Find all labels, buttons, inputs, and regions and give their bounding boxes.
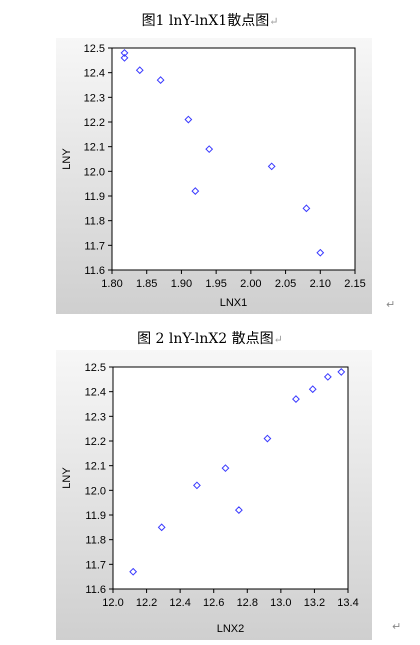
y-tick-label: 12.5 [84, 43, 105, 55]
plot-area [111, 47, 356, 271]
y-tick-label: 11.6 [84, 265, 105, 277]
x-tick-label: 2.00 [240, 278, 261, 290]
chart-1: 1.80 1.85 1.90 1.95 2.00 2.05 2.10 2.15 11.6 11.7… [56, 38, 372, 314]
x-tick-label: 2.10 [310, 278, 331, 290]
data-point [184, 115, 193, 124]
y-tick-label: 12.4 [84, 68, 105, 80]
x-axis-label: LNX2 [217, 623, 245, 635]
chart-1-panel: 1.80 1.85 1.90 1.95 2.00 2.05 2.10 2.15 11.6 11.7… [56, 38, 372, 314]
x-tick-label: 12.8 [237, 597, 258, 609]
x-tick-label: 12.6 [203, 597, 224, 609]
x-tick-label: 1.90 [171, 278, 192, 290]
x-tick-label: 13.2 [304, 597, 325, 609]
data-point [263, 434, 272, 443]
x-tick-label: 12.2 [136, 597, 157, 609]
x-tick-label: 12.0 [102, 597, 123, 609]
data-point [337, 368, 346, 376]
data-point [205, 145, 214, 154]
y-tick-label: 12.4 [85, 387, 106, 399]
x-tick-label: 13.4 [337, 597, 358, 609]
paragraph-mark-2: ↵ [392, 620, 402, 633]
y-tick-label: 11.7 [84, 240, 105, 252]
x-tick-label: 1.80 [101, 278, 122, 290]
data-point [129, 567, 138, 576]
data-point [135, 66, 144, 75]
data-point [120, 53, 129, 62]
figure-2-caption: 图 2 lnY-lnX2 散点图↵ [0, 328, 420, 348]
y-tick-label: 12.5 [85, 362, 106, 374]
data-point [191, 187, 200, 195]
data-point [156, 76, 165, 84]
x-tick-label: 12.4 [169, 597, 190, 609]
y-tick-label: 12.0 [85, 485, 106, 497]
y-tick-label: 12.2 [85, 436, 106, 448]
y-tick-label: 12.1 [84, 142, 105, 154]
x-tick-label: 2.15 [344, 278, 365, 290]
data-point [267, 162, 276, 171]
y-tick-label: 12.3 [85, 411, 106, 423]
y-tick-label: 11.7 [85, 559, 106, 571]
data-point [157, 523, 166, 532]
data-point [234, 506, 243, 514]
y-tick-label: 11.9 [85, 510, 106, 522]
data-point [323, 372, 332, 381]
x-tick-label: 2.05 [275, 278, 296, 290]
data-point [308, 385, 317, 394]
data-point [120, 49, 129, 57]
y-tick-label: 11.8 [85, 535, 106, 547]
y-tick-label: 12.1 [85, 461, 106, 473]
data-point [292, 395, 300, 403]
figure-1-caption-text: 图1 lnY-lnX1散点图 [141, 13, 270, 29]
data-point [316, 248, 325, 257]
data-point [302, 204, 311, 213]
data-point [193, 481, 201, 490]
x-axis-label: LNX1 [220, 297, 248, 309]
y-axis-label: LNY [61, 148, 73, 170]
data-point [221, 464, 230, 473]
x-tick-label: 1.85 [136, 278, 157, 290]
y-tick-label: 11.6 [85, 584, 106, 596]
figure-2-caption-mark: ↵ [273, 333, 283, 346]
plot-area [112, 366, 349, 590]
figure-1-caption-mark: ↵ [269, 15, 279, 28]
x-tick-label: 13.0 [270, 597, 291, 609]
paragraph-mark-1: ↵ [386, 298, 396, 311]
x-tick-label: 1.95 [205, 278, 226, 290]
y-tick-label: 12.0 [84, 166, 105, 178]
y-axis-label: LNY [61, 467, 73, 489]
chart-2: 12.0 12.2 12.4 12.6 12.8 13.0 13.2 13.4 11.6 11.7… [56, 350, 372, 640]
y-tick-label: 12.3 [84, 92, 105, 104]
y-tick-label: 11.9 [84, 191, 105, 203]
y-tick-label: 11.8 [84, 216, 105, 228]
figure-2-caption-text: 图 2 lnY-lnX2 散点图 [137, 331, 274, 347]
figure-1-caption: 图1 lnY-lnX1散点图↵ [0, 10, 420, 30]
chart-2-panel: 12.0 12.2 12.4 12.6 12.8 13.0 13.2 13.4 11.6 11.7… [56, 350, 372, 640]
y-tick-label: 12.2 [84, 117, 105, 129]
